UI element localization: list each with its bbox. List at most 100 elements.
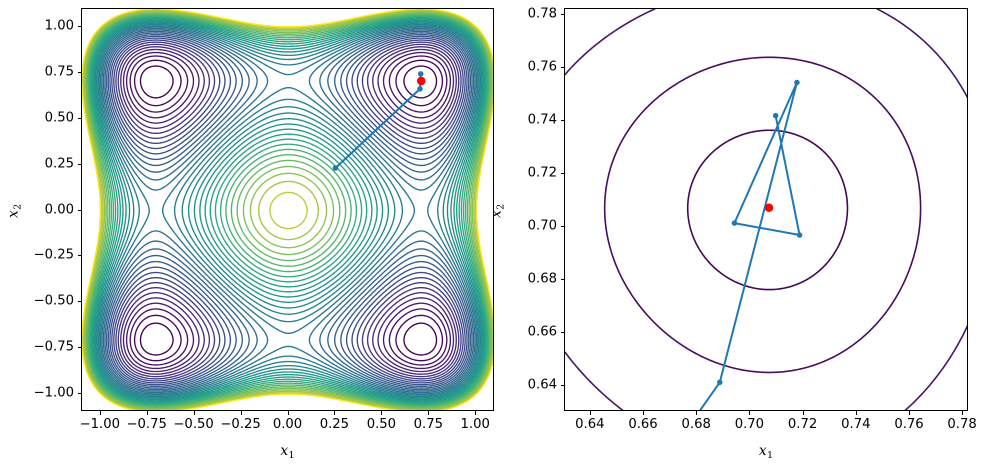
left-axes-frame: [81, 8, 494, 411]
contour-line: [92, 19, 485, 402]
contour-line: [109, 35, 232, 155]
contour-line: [340, 260, 470, 388]
contour-line: [104, 30, 250, 173]
y-tick-label: −0.25: [33, 247, 74, 263]
contour-line: [440, 358, 493, 410]
contour-line: [113, 276, 221, 382]
y-tick: [77, 26, 81, 28]
x-tick: [146, 411, 148, 415]
contour-canvas: [565, 9, 967, 410]
x-tick-label: 0.72: [787, 417, 818, 432]
contour-line: [83, 10, 493, 410]
y-tick: [77, 209, 81, 211]
contour-line: [161, 87, 416, 334]
contour-line: [236, 159, 341, 262]
contour-line: [904, 324, 967, 410]
contour-line: [603, 56, 922, 374]
contour-line: [133, 59, 182, 107]
contour-line: [327, 30, 473, 173]
x-axis-label: x1: [280, 443, 294, 461]
contour-line: [139, 65, 174, 99]
contour-line: [193, 118, 384, 303]
right-axes-frame: [564, 8, 968, 411]
contour-line: [107, 33, 237, 161]
contour-line: [84, 11, 493, 410]
y-tick: [77, 163, 81, 165]
trajectory-point: [417, 86, 423, 92]
contour-line: [351, 37, 466, 150]
contour-line: [334, 254, 472, 389]
contour-line: [214, 138, 363, 283]
contour-line: [89, 15, 488, 406]
y-tick-label: 0.64: [527, 377, 557, 393]
contour-line: [319, 29, 475, 181]
contour-line: [105, 254, 243, 389]
contour-line: [876, 9, 967, 99]
contour-line: [85, 12, 492, 409]
x-tick-label: −1.00: [79, 417, 121, 432]
contour-line: [258, 180, 319, 241]
contour-line: [177, 393, 400, 410]
x-tick-label: 0.00: [272, 417, 303, 432]
contour-line: [424, 9, 493, 63]
contour-line: [117, 287, 211, 378]
trajectory-point: [717, 379, 723, 386]
contour-line: [361, 282, 462, 380]
contour-line: [366, 43, 460, 134]
contour-line: [101, 27, 269, 191]
contour-line: [125, 302, 195, 370]
contour-line: [120, 46, 205, 129]
contour-line: [327, 248, 473, 391]
x-axis-label-subscript: 1: [288, 449, 295, 461]
contour-line: [181, 106, 396, 315]
x-tick: [962, 411, 964, 415]
contour-line: [99, 26, 478, 395]
contour-line: [395, 59, 444, 107]
y-tick-label: −0.75: [33, 339, 74, 355]
contour-line: [122, 297, 200, 373]
y-tick: [560, 120, 564, 121]
y-tick: [77, 301, 81, 303]
y-tick: [560, 66, 564, 68]
contour-lines: [82, 9, 493, 410]
contour-line: [115, 282, 216, 380]
y-tick-label: 0.72: [527, 165, 557, 181]
x-tick-label: −0.25: [220, 417, 261, 432]
y-tick-label: 1.00: [44, 18, 74, 34]
contour-line: [565, 351, 624, 410]
contour-line: [382, 51, 452, 119]
optimum-point: [416, 76, 426, 86]
contour-line: [345, 35, 468, 155]
contour-canvas: [82, 9, 493, 410]
y-tick-label: −0.50: [33, 293, 74, 309]
x-tick-label: 0.68: [681, 417, 711, 432]
contour-line: [269, 191, 308, 230]
contour-line: [129, 55, 189, 113]
contour-line: [345, 266, 468, 386]
contour-line: [249, 172, 328, 249]
optimization-trajectory: [699, 79, 803, 410]
trajectory-point: [794, 79, 800, 86]
y-tick-label: 0.50: [44, 110, 74, 126]
y-tick-label: 0.74: [527, 112, 557, 128]
x-tick-label: 0.64: [575, 417, 605, 432]
y-tick: [560, 279, 564, 281]
contour-line: [117, 43, 211, 134]
x-tick-label: 0.66: [628, 417, 658, 432]
x-tick: [749, 411, 751, 415]
contour-line: [122, 48, 200, 124]
contour-line: [388, 55, 448, 113]
contour-line: [139, 322, 174, 356]
x-tick-label: 0.78: [947, 417, 977, 432]
optimum-marker: [416, 76, 426, 86]
contour-line: [382, 302, 452, 370]
contour-line: [334, 32, 472, 167]
contour-line: [82, 9, 493, 410]
contour-line: [86, 13, 491, 408]
contour-line: [395, 314, 444, 362]
contour-line: [82, 343, 137, 410]
y-tick: [560, 226, 564, 228]
x-tick: [855, 411, 857, 415]
x-tick-label: −0.50: [173, 417, 214, 432]
